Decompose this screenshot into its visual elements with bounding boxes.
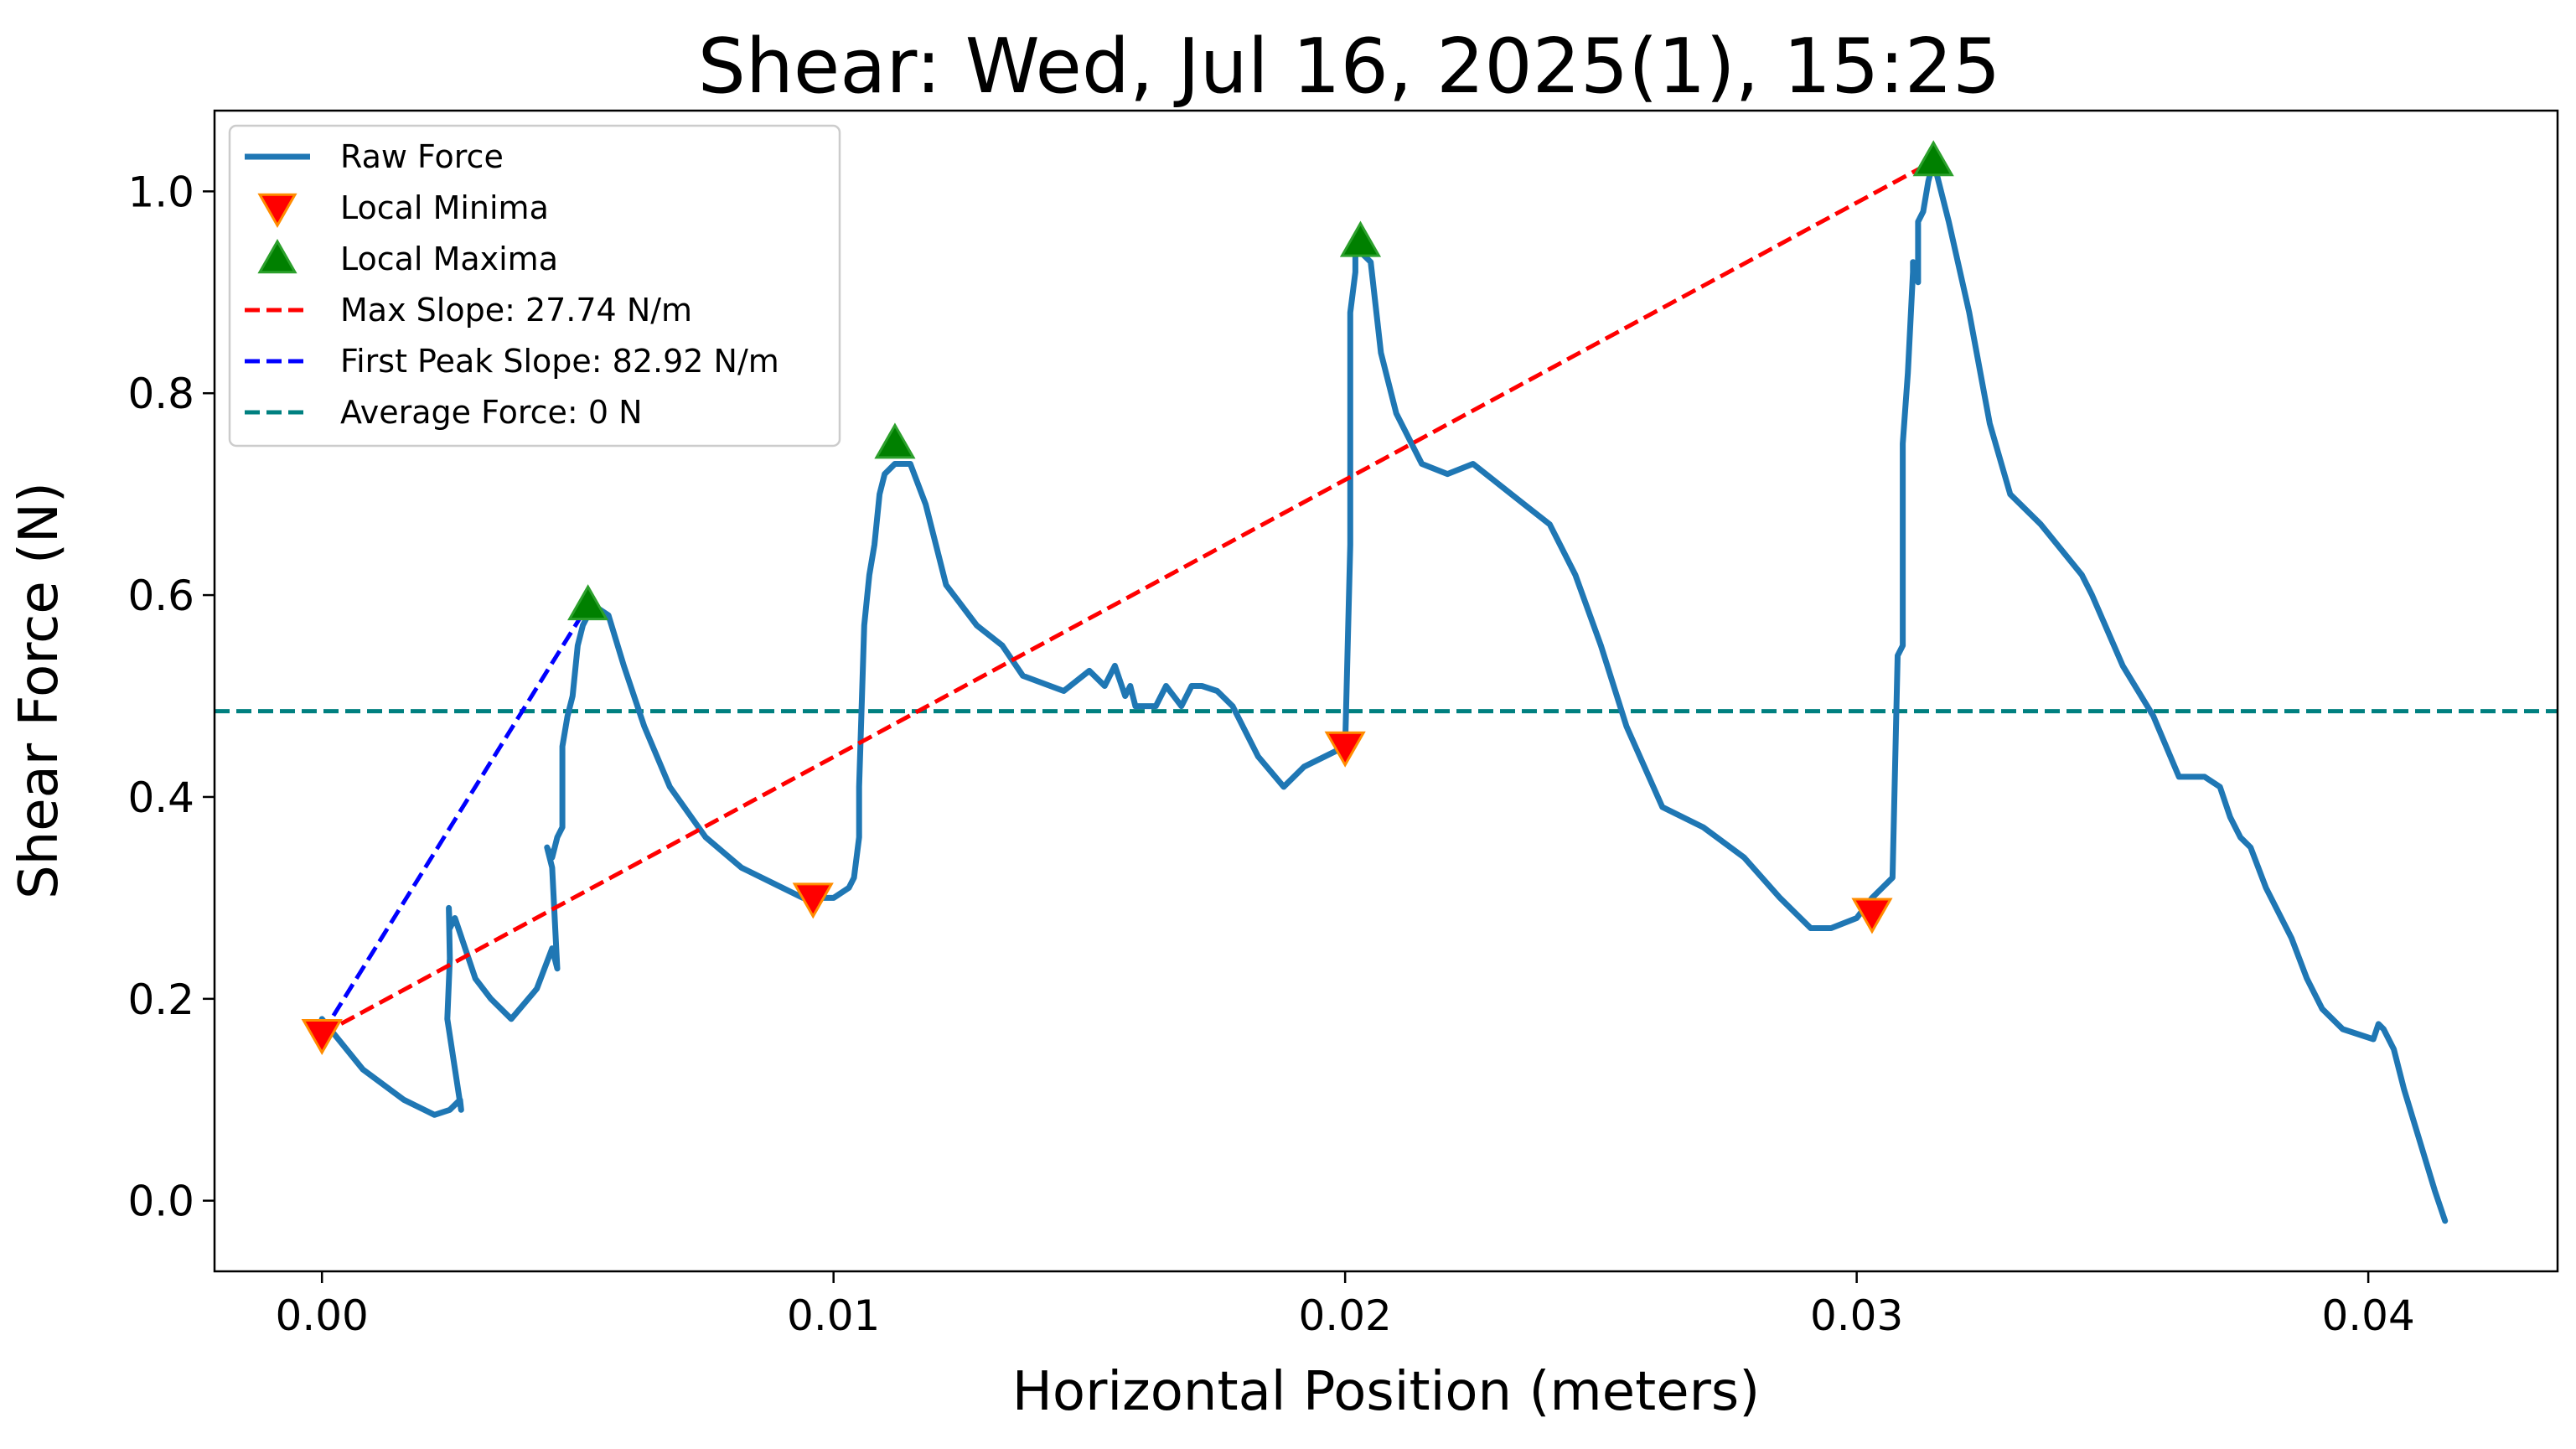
y-axis-title: Shear Force (N)	[8, 482, 70, 899]
x-axis: 0.00 0.01 0.02 0.03 0.04	[276, 1271, 2415, 1340]
y-tick-label: 0.2	[127, 975, 194, 1024]
local-minimum-marker-1	[301, 1018, 343, 1056]
legend: Raw Force Local Minima Local Maxima Max Slo…	[228, 124, 841, 448]
local-maximum-marker-2	[874, 422, 916, 459]
x-tick-label: 0.00	[276, 1291, 369, 1340]
y-tick-label: 0.8	[127, 370, 194, 418]
legend-label: Max Slope: 27.74 N/m	[340, 292, 692, 329]
chart-title: Shear: Wed, Jul 16, 2025(1), 15:25	[698, 23, 2001, 111]
local-maximum-marker-4	[1912, 140, 1954, 177]
x-tick-label: 0.04	[2321, 1291, 2414, 1340]
x-tick-label: 0.01	[787, 1291, 880, 1340]
legend-label: Raw Force	[340, 138, 504, 175]
y-tick-label: 0.4	[127, 774, 194, 822]
legend-box	[228, 124, 841, 448]
legend-swatch-marker	[257, 193, 297, 229]
first-peak-slope-line	[320, 603, 590, 1036]
local-maximum-marker-3	[1339, 220, 1382, 257]
local-minimum-marker-3	[1324, 731, 1366, 768]
legend-label: Local Maxima	[340, 241, 558, 277]
legend-label: Average Force: 0 N	[340, 394, 643, 431]
x-tick-label: 0.03	[1810, 1291, 1903, 1340]
max-slope-line	[321, 159, 1935, 1037]
plot-area	[215, 158, 2558, 1224]
y-tick-label: 0.0	[127, 1177, 194, 1226]
x-tick-label: 0.02	[1298, 1291, 1391, 1340]
y-tick-label: 0.6	[127, 572, 194, 620]
plot-content	[215, 140, 2558, 1224]
y-axis: 0.0 0.2 0.4 0.6 0.8 1.0	[127, 168, 215, 1226]
legend-swatch-marker	[257, 238, 297, 274]
raw-force-line	[318, 158, 2449, 1224]
local-minimum-marker-4	[1851, 898, 1893, 934]
local-maximum-marker-1	[567, 584, 609, 621]
legend-label: First Peak Slope: 82.92 N/m	[340, 343, 779, 380]
x-axis-title: Horizontal Position (meters)	[1012, 1361, 1760, 1423]
plot-frame	[213, 109, 2559, 1273]
legend-label: Local Minima	[340, 189, 549, 226]
local-minimum-marker-2	[792, 882, 834, 919]
y-tick-label: 1.0	[127, 168, 194, 216]
